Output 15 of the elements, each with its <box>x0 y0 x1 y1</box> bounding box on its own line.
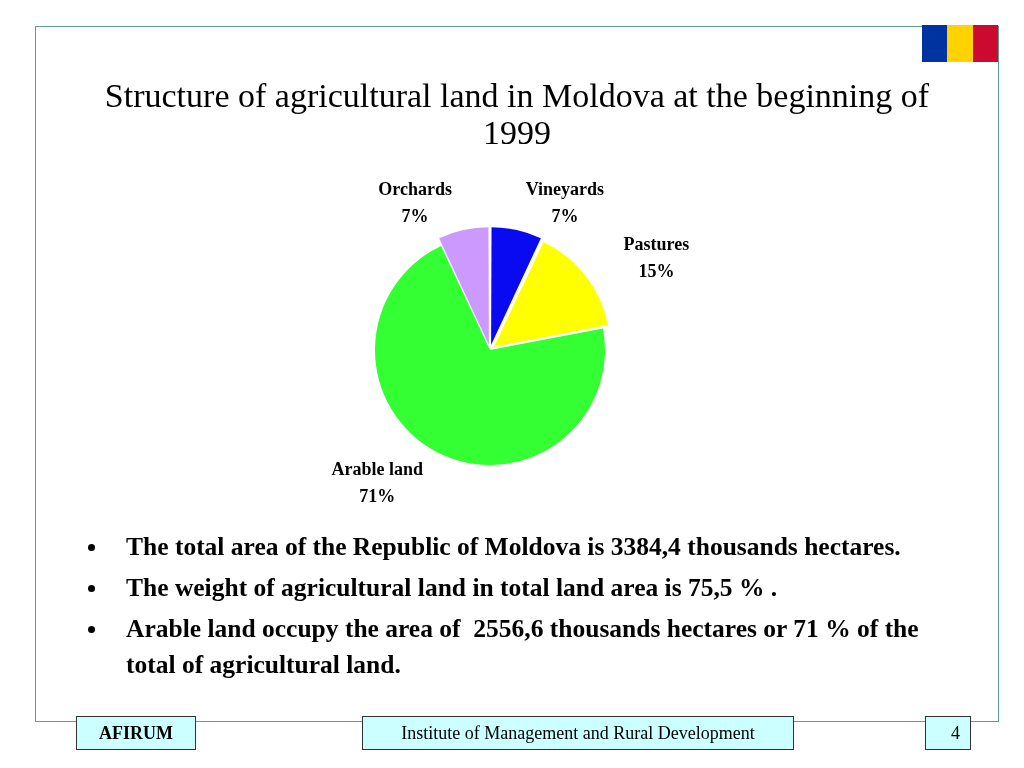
slice-label: Orchards <box>378 179 452 200</box>
text: The weight of agricultural land in total land area is 75,5 % . <box>126 573 778 602</box>
data-label: 71% <box>359 486 396 507</box>
text: The total area of the Republic of Moldova is 3384,4 thousands hectares. <box>126 532 901 561</box>
text: Institute of Management and Rural Development <box>401 723 755 743</box>
chart-title: Structure of agricultural land in Moldova at the beginning of 1999 <box>103 77 931 151</box>
data-label: 7% <box>551 206 579 227</box>
text: Arable land occupy the area of 2556,6 thousands hectares or 71 % of the total of agricultural land. <box>126 614 920 679</box>
text: 4 <box>951 723 960 743</box>
slice-label: Pastures <box>623 233 690 254</box>
data-label: 15% <box>638 260 675 281</box>
slice-label: Vineyards <box>525 179 605 200</box>
text: AFIRUM <box>99 723 173 743</box>
slice-label: Arable land <box>331 459 424 480</box>
data-label: 7% <box>401 206 429 227</box>
